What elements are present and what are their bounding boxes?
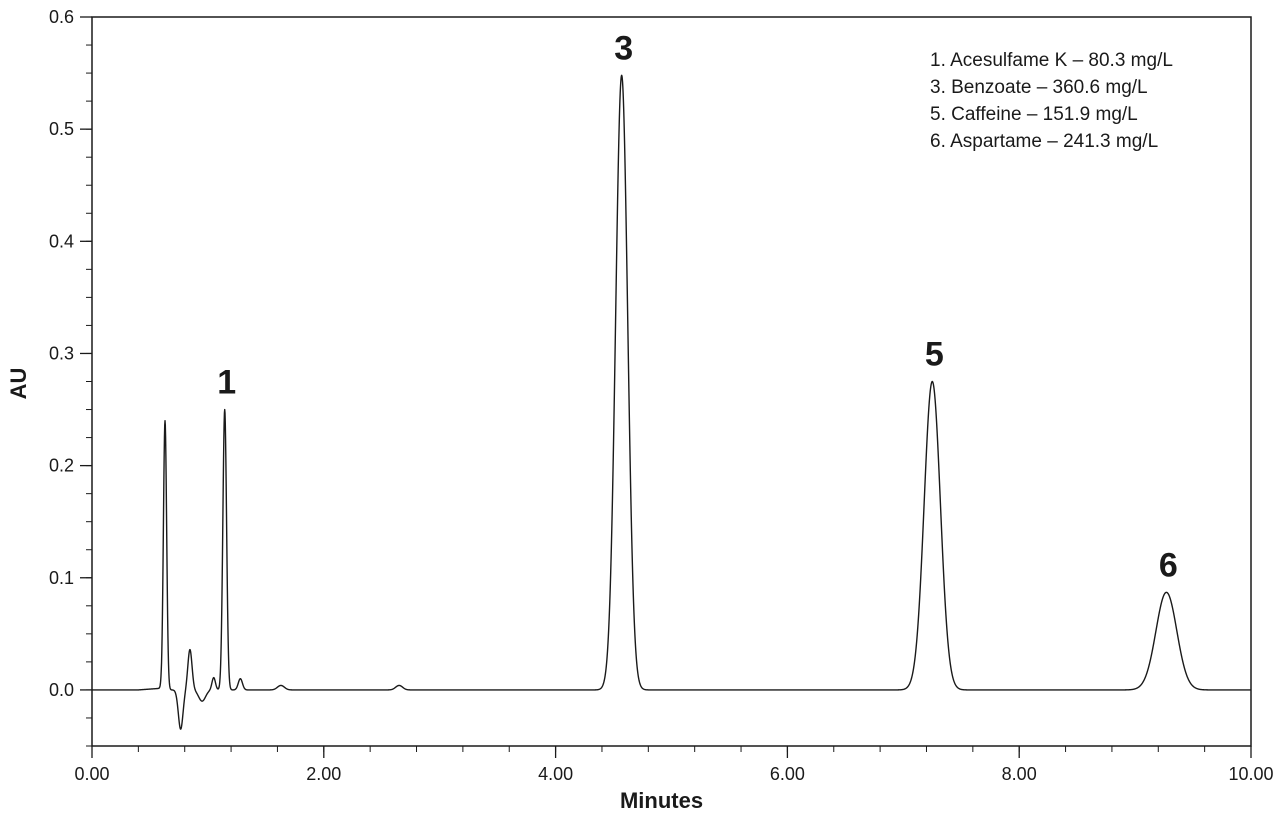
tick-labels: 0.00 2.00 4.00 6.00 8.00 10.00 0.0 0.1 0.2 0.3 0.4…: [49, 7, 1274, 784]
x-axis-title: Minutes: [620, 788, 703, 813]
x-tick-label: 4.00: [538, 764, 573, 784]
y-tick-label: 0.1: [49, 568, 74, 588]
y-tick-label: 0.2: [49, 456, 74, 476]
peak-label-6: 6: [1159, 546, 1178, 584]
legend-entry: 1. Acesulfame K – 80.3 mg/L: [930, 50, 1173, 71]
x-tick-label: 0.00: [74, 764, 109, 784]
x-tick-label: 6.00: [770, 764, 805, 784]
x-tick-label: 8.00: [1002, 764, 1037, 784]
chromatogram-trace: [91, 74, 1252, 730]
peak-label-5: 5: [925, 336, 944, 374]
plot-frame: [91, 16, 1252, 747]
legend: 1. Acesulfame K – 80.3 mg/L 3. Benzoate –…: [930, 50, 1173, 152]
y-axis-title: AU: [6, 368, 31, 400]
axis-ticks: [80, 16, 1252, 758]
y-tick-label: 0.4: [49, 231, 74, 251]
peak-label-3: 3: [614, 29, 633, 67]
y-tick-label: 0.3: [49, 343, 74, 363]
legend-entry: 3. Benzoate – 360.6 mg/L: [930, 77, 1148, 98]
y-tick-label: 0.0: [49, 680, 74, 700]
x-tick-label: 2.00: [306, 764, 341, 784]
peak-label-1: 1: [217, 364, 236, 402]
x-tick-label: 10.00: [1228, 764, 1273, 784]
legend-entry: 5. Caffeine – 151.9 mg/L: [930, 104, 1138, 125]
y-tick-label: 0.6: [49, 7, 74, 27]
peak-labels: 1 3 5 6: [217, 29, 1178, 584]
y-tick-label: 0.5: [49, 119, 74, 139]
legend-entry: 6. Aspartame – 241.3 mg/L: [930, 131, 1158, 152]
